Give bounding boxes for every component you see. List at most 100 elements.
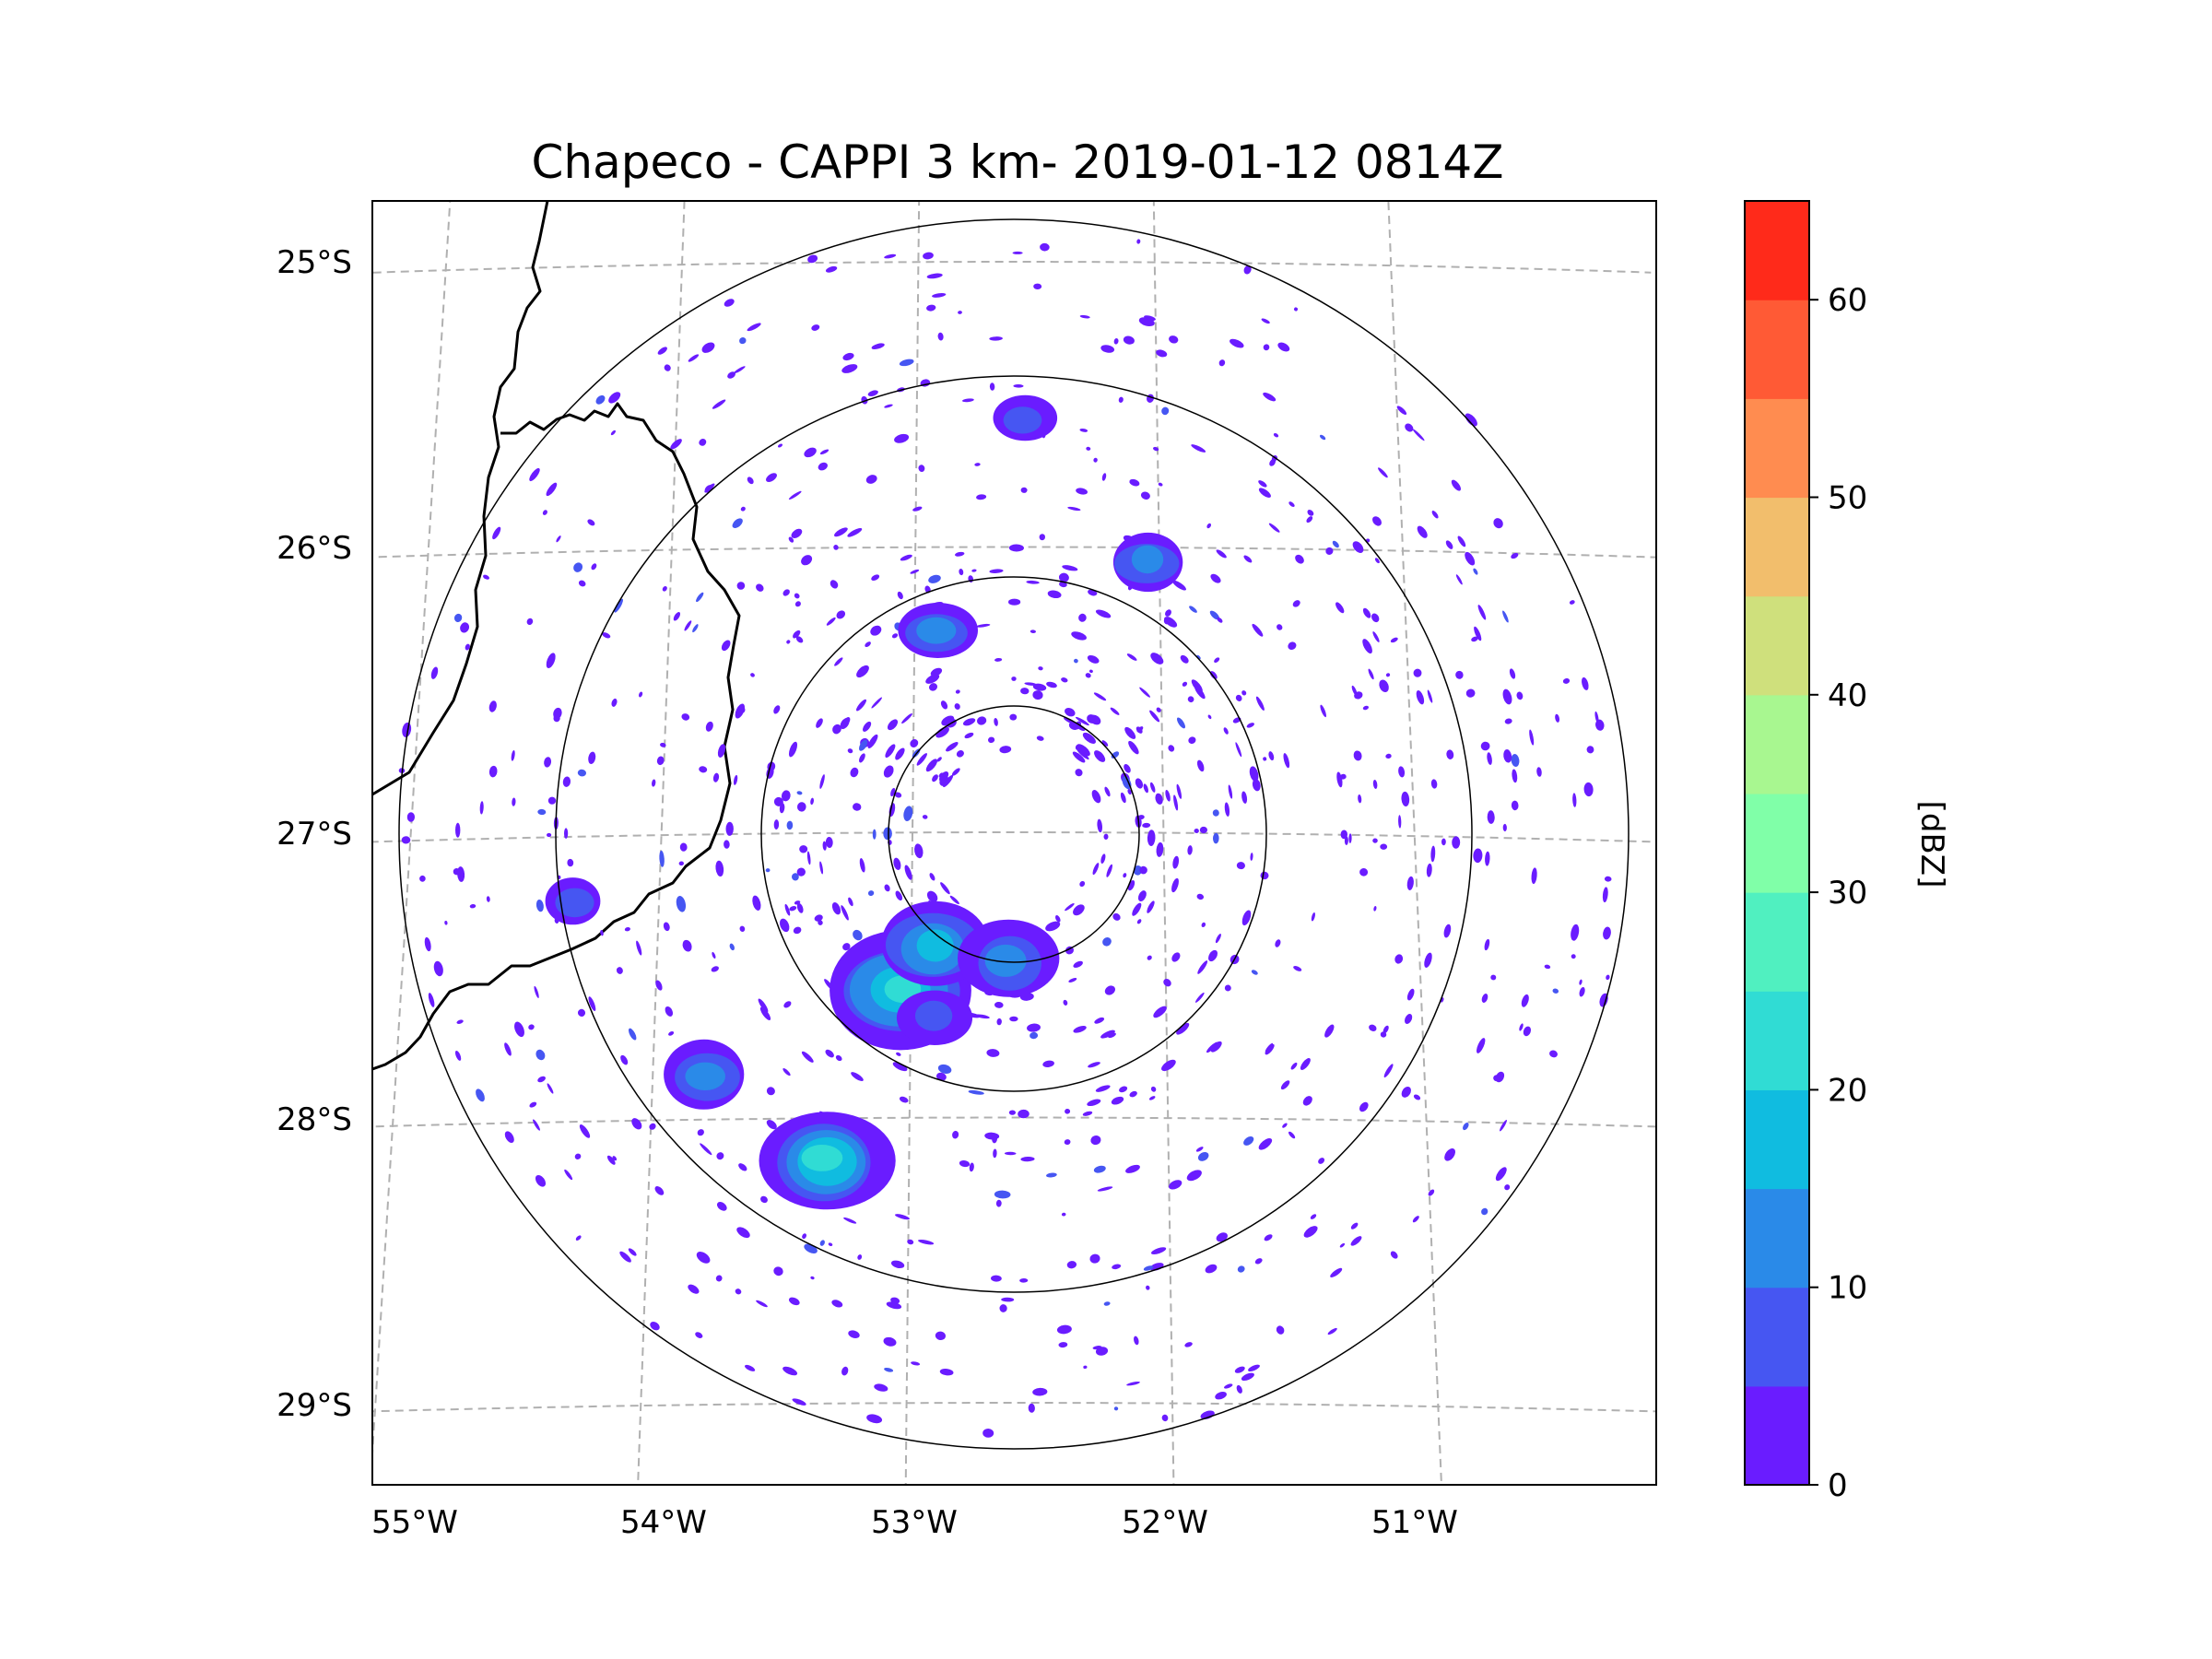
echo-speckle xyxy=(935,1072,947,1081)
echo-speckle xyxy=(1206,523,1212,529)
echo-speckle xyxy=(1065,708,1076,717)
echo-speckle xyxy=(562,776,571,787)
echo-speckle xyxy=(1148,1096,1156,1100)
echo-speckle xyxy=(1039,534,1046,541)
echo-speckle xyxy=(1223,727,1229,735)
echo-speckle xyxy=(1210,1041,1222,1053)
echo-speckle xyxy=(1490,974,1497,981)
echo-speckle xyxy=(1248,1364,1260,1372)
echo-speckle xyxy=(1075,744,1081,750)
echo-speckle xyxy=(1171,877,1179,893)
echo-speckle xyxy=(729,943,735,951)
echo-speckle xyxy=(1136,919,1142,924)
echo-speckle xyxy=(1032,690,1043,700)
echo-speckle xyxy=(1165,609,1171,617)
echo-speckle xyxy=(795,636,804,643)
echo-speckle xyxy=(537,1076,546,1083)
echo-speckle xyxy=(1398,815,1402,829)
echo-speckle xyxy=(614,598,623,613)
echo-speckle xyxy=(1493,1075,1500,1082)
echo-speckle xyxy=(786,820,794,830)
echo-speckle xyxy=(1100,853,1106,865)
echo-speckle xyxy=(1250,853,1253,861)
echo-speckle xyxy=(1586,746,1594,754)
echo-speckle xyxy=(871,343,885,349)
echo-speckle xyxy=(1118,396,1124,403)
echo-speckle xyxy=(1063,999,1068,1006)
echo-speckle xyxy=(1036,735,1044,741)
echo-speckle xyxy=(1103,833,1109,840)
echo-speckle xyxy=(1097,818,1102,833)
echo-speckle xyxy=(1062,565,1078,571)
echo-speckle xyxy=(1241,1372,1254,1382)
echo-speckle xyxy=(1079,314,1090,319)
echo-speckle xyxy=(822,841,827,851)
lon-tick-label: 51°W xyxy=(1371,1504,1458,1541)
echo-speckle xyxy=(1571,924,1580,941)
echo-speckle xyxy=(1529,729,1535,746)
echo-speckle xyxy=(952,1130,959,1139)
echo-speckle xyxy=(999,1304,1007,1312)
chart-title: Chapeco - CAPPI 3 km- 2019-01-12 0814Z xyxy=(531,135,1504,189)
echo-speckle xyxy=(542,510,547,515)
echo-speckle xyxy=(773,705,781,714)
echo-speckle xyxy=(701,342,715,353)
echo-speckle xyxy=(577,1008,586,1017)
echo-speckle xyxy=(1430,845,1436,863)
echo-speckle xyxy=(678,861,684,866)
colorbar-tick-label: 20 xyxy=(1828,1072,1867,1109)
echo-speckle xyxy=(1280,1080,1290,1090)
echo-speckle xyxy=(842,943,851,951)
echo-speckle xyxy=(799,845,808,853)
echo-speckle xyxy=(1428,1189,1435,1196)
echo-speckle xyxy=(456,1019,464,1024)
echo-speckle xyxy=(1111,1096,1124,1105)
echo-speckle xyxy=(884,1367,894,1372)
echo-speckle xyxy=(1086,446,1091,451)
echo-speckle xyxy=(1536,767,1542,777)
echo-speckle xyxy=(1228,784,1233,799)
gridline-meridian xyxy=(1152,201,1175,1485)
range-ring-400km xyxy=(398,218,1630,1450)
echo-speckle xyxy=(867,890,875,897)
echo-speckle xyxy=(546,482,558,497)
echo-speckle xyxy=(930,667,943,677)
echo-speckle xyxy=(884,884,890,892)
echo-speckle xyxy=(1092,863,1100,876)
echo-speckle xyxy=(1582,677,1589,690)
echo-speckle xyxy=(974,463,981,466)
echo-speckle xyxy=(954,551,965,557)
echo-speckle xyxy=(788,490,802,500)
echo-speckle xyxy=(847,748,853,754)
echo-speckle xyxy=(989,569,1004,573)
echo-speckle xyxy=(1443,924,1452,938)
echo-speckle xyxy=(1216,549,1227,559)
echo-speckle xyxy=(535,899,544,912)
echo-speckle xyxy=(1302,1096,1312,1106)
lat-tick-label: 25°S xyxy=(276,244,352,281)
echo-speckle xyxy=(937,1064,952,1074)
echo-speckle xyxy=(595,394,606,405)
echo-speckle xyxy=(656,756,665,766)
echo-speckle xyxy=(1155,793,1163,805)
echo-speckle xyxy=(1093,1165,1106,1173)
echo-speckle xyxy=(1073,1025,1087,1033)
echo-speckle xyxy=(866,1414,883,1424)
echo-speckle xyxy=(779,918,790,933)
echo-speckle xyxy=(811,324,820,331)
echo-speckle xyxy=(1199,826,1207,834)
echo-speckle xyxy=(871,574,880,582)
echo-speckle xyxy=(1268,523,1280,533)
echo-speckle xyxy=(916,753,927,766)
colorbar-tick-label: 50 xyxy=(1828,480,1867,517)
echo-speckle xyxy=(989,382,995,391)
echo-speckle xyxy=(1504,1184,1511,1191)
echo-speckle xyxy=(697,1129,704,1136)
border-paraguay xyxy=(372,402,741,1071)
echo-speckle xyxy=(1457,535,1466,547)
echo-speckle xyxy=(1001,1297,1015,1302)
echo-speckle xyxy=(871,697,882,709)
colorbar-tick-label: 40 xyxy=(1828,677,1867,714)
echo-speckle xyxy=(716,1202,727,1211)
echo-speckle xyxy=(831,1300,843,1308)
